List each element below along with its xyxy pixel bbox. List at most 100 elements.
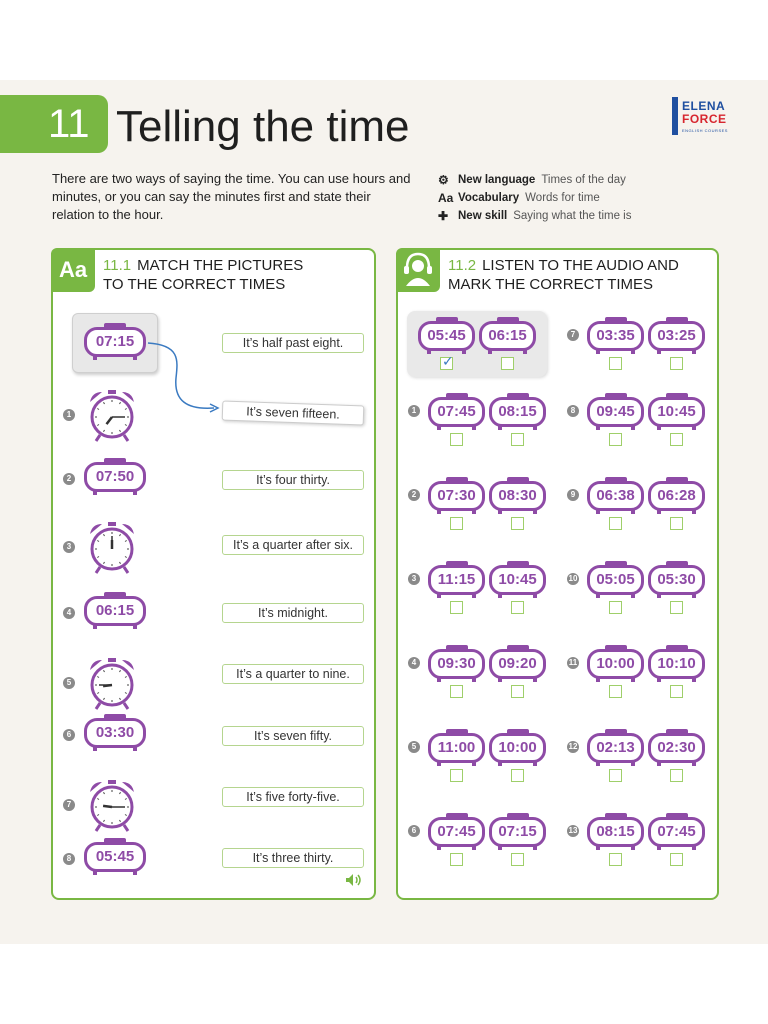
answer-checkbox[interactable] [609,517,622,530]
analog-alarm-clock [90,390,134,442]
meta-row: ⚙ New language Times of the day [438,171,738,189]
intro-text: There are two ways of saying the time. Y… [52,171,411,222]
answer-checkbox[interactable] [609,685,622,698]
analog-alarm-clock [90,658,134,710]
digital-clock-option: 09:45 [587,393,644,430]
answer-checkbox[interactable] [511,853,524,866]
question-number: 5 [63,677,75,689]
question-number: 12 [567,741,579,753]
brand-logo: ELENA FORCE ENGLISH COURSES [672,97,734,137]
answer-option[interactable]: It’s four thirty. [222,470,364,490]
question-number: 1 [408,405,420,417]
question-number: 6 [63,729,75,741]
question-number: 2 [408,489,420,501]
answer-option[interactable]: It’s seven fifty. [222,726,364,746]
analog-alarm-clock [90,522,134,574]
answer-option[interactable]: It’s a quarter to nine. [222,664,364,684]
exercise-heading: 11.2 LISTEN TO THE AUDIO AND MARK THE COR… [448,256,679,294]
answer-checkbox[interactable] [670,517,683,530]
answer-checkbox[interactable] [450,685,463,698]
checkmark-icon: ✓ [442,354,454,370]
analog-alarm-clock [90,780,134,832]
answer-checkbox[interactable] [511,685,524,698]
digital-clock-option: 05:05 [587,561,644,598]
answer-checkbox[interactable] [609,769,622,782]
digital-clock-option: 11:15 [428,561,485,598]
answer-checkbox[interactable] [511,517,524,530]
digital-clock-option: 06:15 [479,317,536,354]
audio-speaker-icon[interactable] [345,873,363,887]
question-number: 13 [567,825,579,837]
digital-clock-option: 09:30 [428,645,485,682]
digital-clock-option: 10:00 [489,729,546,766]
example-digital-clock: 07:15 [84,323,146,360]
answer-checkbox[interactable] [450,853,463,866]
answer-checkbox[interactable] [511,769,524,782]
exercise-heading-line1: LISTEN TO THE AUDIO AND [482,257,679,274]
digital-clock-option: 07:30 [428,477,485,514]
exercise-number: 11.2 [448,257,477,274]
digital-clock-option: 09:20 [489,645,546,682]
headphones-icon [396,248,440,292]
answer-checkbox[interactable] [450,601,463,614]
question-number: 9 [567,489,579,501]
digital-clock-option: 07:45 [428,813,485,850]
answer-checkbox[interactable] [609,601,622,614]
answer-checkbox[interactable]: ✓ [440,354,454,370]
exercise-heading: 11.1 MATCH THE PICTURES TO THE CORRECT TI… [103,256,303,294]
answer-checkbox[interactable] [609,357,622,370]
digital-clock-option: 10:45 [489,561,546,598]
digital-clock-option: 07:15 [489,813,546,850]
answer-option[interactable]: It’s five forty-five. [222,787,364,807]
answer-option[interactable]: It’s half past eight. [222,333,364,353]
answer-checkbox[interactable] [511,433,524,446]
answer-checkbox[interactable] [501,357,514,370]
digital-clock-option: 02:30 [648,729,705,766]
meta-value: Times of the day [541,174,626,186]
unit-number-badge: 11 [0,95,108,153]
answer-checkbox[interactable] [450,769,463,782]
vocabulary-badge-icon: Aa [51,248,95,292]
answer-option[interactable]: It’s a quarter after six. [222,535,364,555]
question-number: 3 [63,541,75,553]
digital-clock-option: 05:30 [648,561,705,598]
digital-clock-option: 07:45 [648,813,705,850]
question-number: 1 [63,409,75,421]
question-number: 2 [63,473,75,485]
logo-line-1: ELENA [682,99,726,113]
digital-clock: 03:30 [84,714,146,751]
question-number: 10 [567,573,579,585]
logo-line-2: FORCE [682,112,727,126]
vocabulary-icon: Aa [438,191,454,205]
answer-option[interactable]: It’s three thirty. [222,848,364,868]
answer-checkbox[interactable] [609,853,622,866]
answer-checkbox[interactable] [511,601,524,614]
answer-checkbox[interactable] [450,433,463,446]
meta-row: Aa Vocabulary Words for time [438,189,738,207]
question-number: 7 [63,799,75,811]
digital-clock-option: 08:15 [489,393,546,430]
digital-clock-option: 05:45 [418,317,475,354]
digital-clock: 06:15 [84,592,146,629]
answer-checkbox[interactable] [670,685,683,698]
answer-checkbox[interactable] [670,853,683,866]
question-number: 8 [63,853,75,865]
digital-clock-option: 03:35 [587,317,644,354]
question-number: 3 [408,573,420,585]
answer-checkbox[interactable] [609,433,622,446]
answer-checkbox[interactable] [450,517,463,530]
answer-checkbox[interactable] [670,601,683,614]
digital-clock-option: 10:00 [587,645,644,682]
answer-checkbox[interactable] [670,357,683,370]
page-title: Telling the time [116,102,410,151]
digital-clock-option: 08:15 [587,813,644,850]
answer-checkbox[interactable] [670,433,683,446]
digital-clock-option: 06:28 [648,477,705,514]
digital-clock: 05:45 [84,838,146,875]
gears-icon: ⚙ [438,173,449,187]
meta-row: ✚ New skill Saying what the time is [438,207,738,225]
digital-clock-option: 08:30 [489,477,546,514]
answer-option[interactable]: It’s midnight. [222,603,364,623]
exercise-heading-line2: MARK THE CORRECT TIMES [448,276,654,293]
answer-checkbox[interactable] [670,769,683,782]
